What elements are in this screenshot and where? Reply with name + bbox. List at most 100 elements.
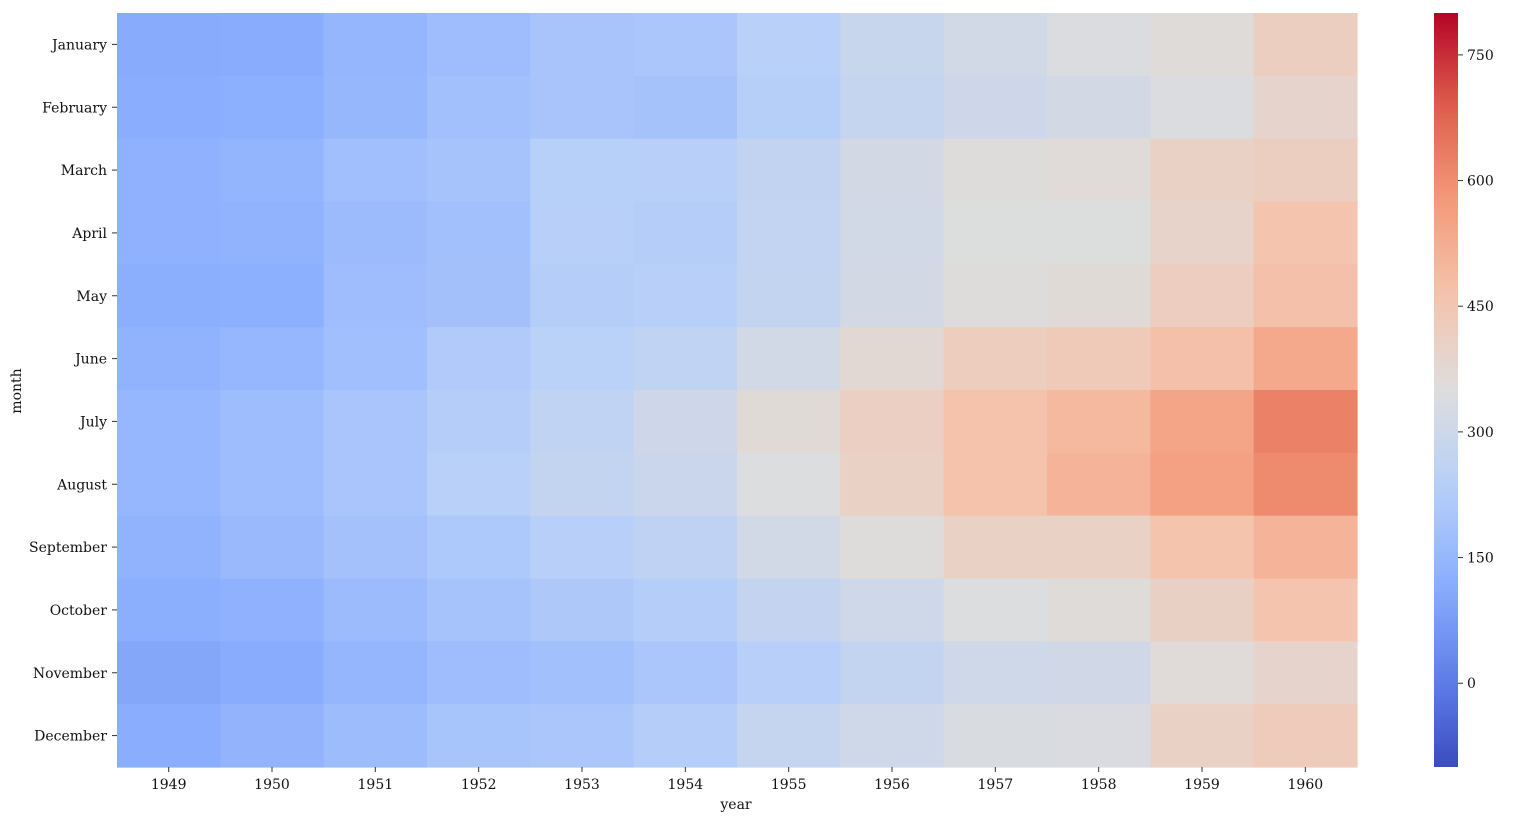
- heatmap-cell: [840, 327, 945, 391]
- heatmap-cell: [323, 264, 428, 328]
- heatmap-cell: [737, 452, 841, 517]
- heatmap-cell: [530, 201, 635, 265]
- heatmap-cell: [1150, 138, 1255, 203]
- x-tick-label: 1951: [358, 777, 394, 793]
- heatmap-cell: [1253, 641, 1358, 705]
- heatmap-cell: [737, 13, 841, 77]
- heatmap-cell: [1150, 704, 1255, 768]
- heatmap-cell: [530, 327, 635, 391]
- heatmap-cell: [943, 641, 1048, 705]
- heatmap-cell: [323, 75, 428, 140]
- heatmap-cell: [1047, 515, 1151, 580]
- heatmap-cells: [117, 13, 1358, 768]
- heatmap-cell: [323, 138, 428, 203]
- heatmap-cell: [220, 13, 325, 77]
- heatmap-cell: [323, 327, 428, 391]
- heatmap-cell: [633, 138, 738, 203]
- heatmap-cell: [1047, 641, 1151, 705]
- heatmap-cell: [427, 704, 531, 768]
- heatmap-cell: [840, 641, 945, 705]
- y-tick-label: July: [78, 414, 107, 430]
- heatmap-cell: [1047, 390, 1151, 454]
- heatmap-cell: [427, 578, 531, 642]
- heatmap-cell: [633, 515, 738, 580]
- heatmap-cell: [737, 327, 841, 391]
- heatmap-cell: [427, 201, 531, 265]
- heatmap-cell: [633, 201, 738, 265]
- heatmap-cell: [1253, 452, 1358, 517]
- heatmap-cell: [117, 201, 221, 265]
- heatmap-cell: [220, 704, 325, 768]
- heatmap-cell: [1150, 264, 1255, 328]
- heatmap-cell: [427, 327, 531, 391]
- heatmap-cell: [323, 201, 428, 265]
- heatmap-cell: [427, 13, 531, 77]
- heatmap-cell: [1253, 75, 1358, 140]
- heatmap-cell: [220, 390, 325, 454]
- y-tick-label: April: [71, 226, 107, 242]
- colorbar-tick-label: 300: [1467, 425, 1494, 441]
- x-tick-label: 1957: [978, 777, 1014, 793]
- heatmap-cell: [1253, 515, 1358, 580]
- heatmap-cell: [220, 264, 325, 328]
- colorbar-tick-label: 450: [1467, 299, 1494, 315]
- heatmap-cell: [117, 452, 221, 517]
- heatmap-cell: [117, 704, 221, 768]
- heatmap-cell: [220, 75, 325, 140]
- heatmap-cell: [737, 75, 841, 140]
- heatmap-cell: [530, 75, 635, 140]
- heatmap-cell: [1150, 452, 1255, 517]
- heatmap-cell: [840, 264, 945, 328]
- heatmap-cell: [117, 75, 221, 140]
- heatmap-cell: [530, 515, 635, 580]
- heatmap-cell: [117, 641, 221, 705]
- heatmap-cell: [427, 264, 531, 328]
- x-tick-label: 1952: [461, 777, 497, 793]
- heatmap-cell: [220, 578, 325, 642]
- heatmap-cell: [1047, 75, 1151, 140]
- heatmap-cell: [323, 515, 428, 580]
- heatmap-cell: [943, 13, 1048, 77]
- heatmap-cell: [943, 390, 1048, 454]
- heatmap-cell: [943, 201, 1048, 265]
- y-tick-labels: January February March April May June July Augu…: [29, 37, 117, 745]
- y-tick-label: May: [76, 289, 107, 305]
- heatmap-cell: [737, 264, 841, 328]
- heatmap-cell: [737, 138, 841, 203]
- heatmap-cell: [840, 75, 945, 140]
- heatmap-cell: [943, 138, 1048, 203]
- heatmap-cell: [840, 515, 945, 580]
- heatmap-cell: [1253, 138, 1358, 203]
- heatmap-cell: [840, 138, 945, 203]
- heatmap-cell: [1047, 201, 1151, 265]
- heatmap-cell: [323, 390, 428, 454]
- heatmap-cell: [943, 264, 1048, 328]
- colorbar-ticks: 0 150 300 450 600 750: [1458, 48, 1494, 692]
- heatmap-cell: [1047, 264, 1151, 328]
- y-tick-label: September: [29, 540, 107, 556]
- heatmap-cell: [737, 390, 841, 454]
- heatmap-cell: [737, 641, 841, 705]
- heatmap-cell: [943, 515, 1048, 580]
- heatmap-cell: [1150, 327, 1255, 391]
- heatmap-cell: [943, 578, 1048, 642]
- colorbar-tick-label: 750: [1467, 48, 1494, 64]
- heatmap-cell: [117, 327, 221, 391]
- heatmap-cell: [530, 390, 635, 454]
- x-tick-label: 1950: [254, 777, 290, 793]
- x-tick-label: 1953: [564, 777, 600, 793]
- heatmap-cell: [840, 13, 945, 77]
- x-axis-title: year: [719, 797, 752, 813]
- heatmap-cell: [1150, 578, 1255, 642]
- heatmap-cell: [943, 75, 1048, 140]
- heatmap-cell: [633, 75, 738, 140]
- heatmap-cell: [117, 138, 221, 203]
- y-tick-label: March: [61, 163, 107, 179]
- heatmap-cell: [1150, 515, 1255, 580]
- heatmap-cell: [737, 201, 841, 265]
- heatmap-cell: [943, 327, 1048, 391]
- heatmap-cell: [427, 138, 531, 203]
- heatmap-cell: [530, 264, 635, 328]
- colorbar-tick-label: 0: [1467, 676, 1476, 692]
- heatmap-cell: [1150, 75, 1255, 140]
